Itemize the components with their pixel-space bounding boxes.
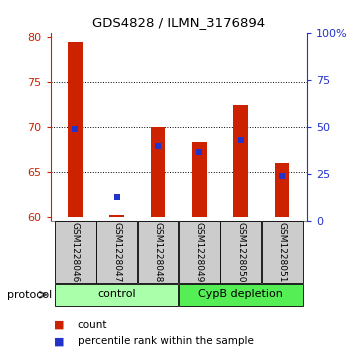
Text: CypB depletion: CypB depletion [198, 289, 283, 299]
Text: control: control [97, 289, 136, 299]
Text: ■: ■ [54, 320, 65, 330]
Bar [68, 42, 83, 217]
Bar [138, 221, 178, 283]
Text: GSM1228047: GSM1228047 [112, 222, 121, 282]
Bar [55, 284, 178, 306]
Bar [192, 142, 206, 217]
Bar [55, 221, 96, 283]
Text: ■: ■ [54, 336, 65, 346]
Bar [96, 221, 137, 283]
Title: GDS4828 / ILMN_3176894: GDS4828 / ILMN_3176894 [92, 16, 265, 29]
Text: protocol: protocol [7, 290, 52, 300]
Text: GSM1228046: GSM1228046 [71, 222, 80, 282]
Bar [262, 221, 303, 283]
Text: count: count [78, 320, 107, 330]
Bar [151, 127, 165, 217]
Bar [275, 163, 289, 217]
Text: GSM1228051: GSM1228051 [278, 222, 287, 282]
Text: GSM1228049: GSM1228049 [195, 222, 204, 282]
Bar [179, 221, 220, 283]
Bar [220, 221, 261, 283]
Text: percentile rank within the sample: percentile rank within the sample [78, 336, 253, 346]
Bar [109, 215, 124, 217]
Bar [179, 284, 303, 306]
Text: GSM1228050: GSM1228050 [236, 222, 245, 282]
Bar [234, 105, 248, 217]
Text: GSM1228048: GSM1228048 [153, 222, 162, 282]
